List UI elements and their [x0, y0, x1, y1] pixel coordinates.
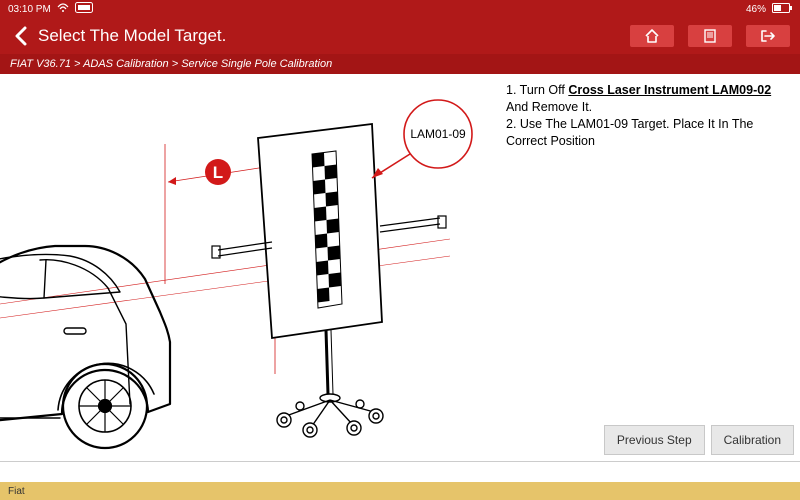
calibration-diagram: L: [0, 74, 500, 461]
calibration-button[interactable]: Calibration: [711, 425, 794, 455]
status-bar: 03:10 PM 46%: [0, 0, 800, 18]
previous-step-button[interactable]: Previous Step: [604, 425, 705, 455]
button-bar: Previous Step Calibration: [598, 419, 800, 461]
callout-icon: LAM01-09: [372, 100, 472, 178]
status-time: 03:10 PM: [8, 4, 51, 15]
callout-label: LAM01-09: [410, 127, 466, 141]
instruction-line-2: 2. Use The LAM01-09 Target. Place It In …: [506, 116, 790, 150]
diagram-pane: L: [0, 74, 500, 461]
breadcrumb: FIAT V36.71 > ADAS Calibration > Service…: [0, 54, 800, 74]
footer-bar: Fiat: [0, 482, 800, 500]
back-button[interactable]: [10, 25, 32, 47]
battery-text: 46%: [746, 4, 766, 15]
l-badge-icon: L: [205, 159, 231, 185]
home-button[interactable]: [630, 25, 674, 47]
breadcrumb-text: FIAT V36.71 > ADAS Calibration > Service…: [10, 58, 332, 70]
l-badge-text: L: [213, 163, 223, 182]
exit-button[interactable]: [746, 25, 790, 47]
content-area: L: [0, 74, 800, 462]
print-button[interactable]: [688, 25, 732, 47]
page-title: Select The Model Target.: [38, 26, 226, 46]
footer-brand: Fiat: [8, 486, 25, 497]
title-actions: [630, 25, 790, 47]
instrument-name: Cross Laser Instrument LAM09-02: [568, 83, 771, 97]
battery-icon: [772, 3, 792, 16]
instruction-pane: 1. Turn Off Cross Laser Instrument LAM09…: [500, 74, 800, 461]
device-icon: [75, 2, 93, 16]
instruction-line-1: 1. Turn Off Cross Laser Instrument LAM09…: [506, 82, 790, 116]
title-bar: Select The Model Target.: [0, 18, 800, 54]
wifi-icon: [57, 3, 69, 16]
